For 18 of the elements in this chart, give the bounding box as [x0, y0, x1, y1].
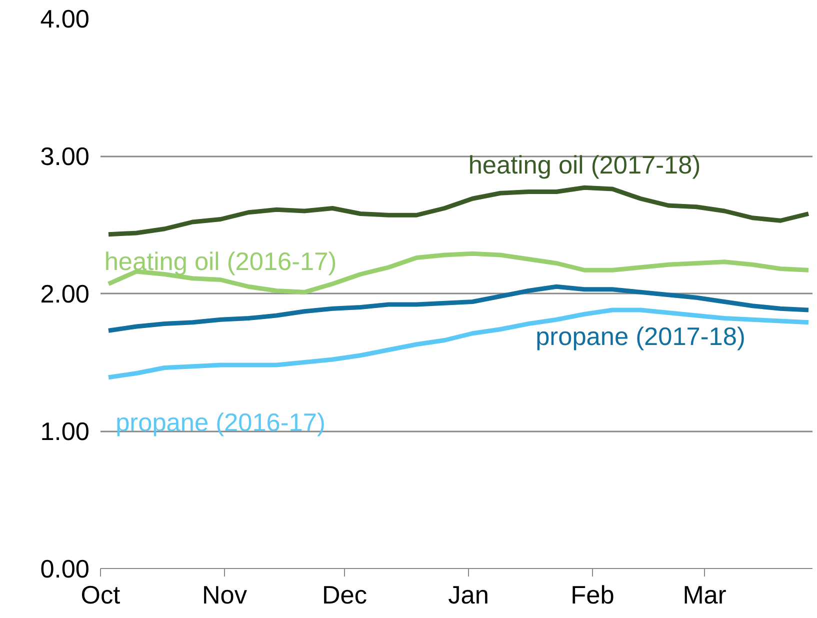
- series-label: heating oil (2016-17): [104, 248, 337, 276]
- x-tick-label: Oct: [80, 582, 120, 610]
- series-label: propane (2017-18): [536, 323, 746, 352]
- series-label: propane (2016-17): [116, 409, 326, 437]
- line-series: [106, 308, 811, 380]
- x-tick-label: Dec: [322, 582, 368, 610]
- y-tick-label: 1.00: [40, 418, 90, 446]
- x-tick-label: Mar: [682, 582, 727, 610]
- y-tick-label: 2.00: [40, 280, 90, 308]
- line-series: [106, 251, 811, 294]
- y-tick-label: 4.00: [40, 6, 90, 34]
- y-tick-label: 3.00: [40, 143, 90, 171]
- y-tick-label: 0.00: [40, 556, 90, 584]
- series-label: heating oil (2017-18): [468, 152, 701, 180]
- x-tick-label: Nov: [202, 582, 248, 610]
- x-tick-label: Feb: [570, 582, 614, 610]
- x-tick-label: Jan: [448, 582, 489, 610]
- line-series: [106, 185, 811, 237]
